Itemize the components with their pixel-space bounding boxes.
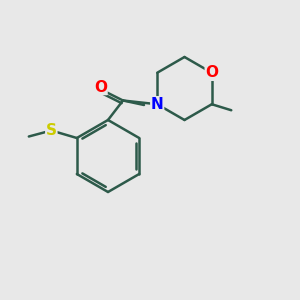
Text: O: O [205, 65, 218, 80]
Text: O: O [94, 80, 107, 94]
Text: S: S [46, 123, 57, 138]
Text: N: N [151, 97, 164, 112]
